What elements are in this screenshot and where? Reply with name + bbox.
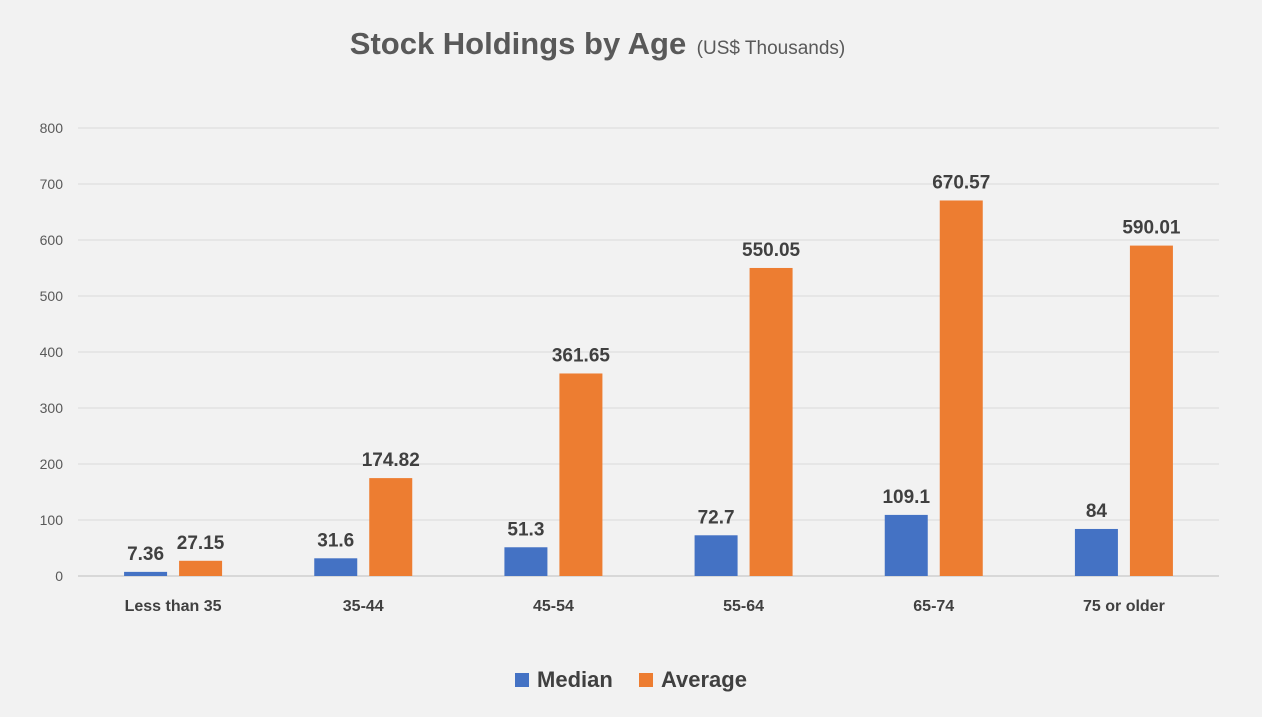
bar-average [559,373,603,576]
data-label-median: 51.3 [507,519,544,540]
legend-label-average: Average [660,667,747,692]
legend-item-median: Median [515,667,613,693]
data-label-average: 670.57 [932,172,990,193]
chart-title: Stock Holdings by Age (US$ Thousands) [0,26,1195,62]
y-tick-label: 500 [40,288,64,304]
y-tick-label: 300 [40,400,64,416]
data-label-median: 7.36 [127,544,164,565]
y-tick-label: 700 [40,176,64,192]
bar-median [694,535,738,576]
bar-median [884,514,928,576]
data-label-average: 590.01 [1122,218,1181,239]
bar-median [314,558,358,576]
y-tick-label: 800 [40,120,64,136]
legend-item-average: Average [638,667,747,693]
bar-median [1074,528,1118,576]
data-label-median: 72.7 [698,507,735,528]
data-label-median: 109.1 [882,487,930,508]
bar-average [369,478,413,576]
x-tick-label: 75 or older [1083,598,1165,615]
legend-swatch-median [515,673,530,687]
data-label-average: 174.82 [362,450,420,471]
legend-label-median: Median [537,667,613,692]
x-tick-label: Less than 35 [125,598,222,615]
data-label-average: 361.65 [552,345,611,366]
y-tick-label: 100 [40,512,64,528]
bar-median [504,547,548,576]
data-label-median: 84 [1086,501,1108,522]
x-tick-label: 45-54 [533,598,574,615]
x-tick-label: 55-64 [723,598,764,615]
bar-average [749,267,793,576]
x-tick-label: 65-74 [913,598,954,615]
legend-swatch-average [638,673,653,687]
chart-subtitle: (US$ Thousands) [696,38,846,59]
legend: Median Average [0,667,1262,693]
bar-median [124,571,168,576]
y-tick-label: 400 [40,344,64,360]
y-tick-label: 0 [55,568,63,584]
chart-title-text: Stock Holdings by Age [349,26,687,61]
bar-average [939,200,983,576]
y-tick-label: 200 [40,456,64,472]
bar-average [179,560,223,576]
x-tick-label: 35-44 [343,598,384,615]
data-label-average: 550.05 [742,240,801,261]
y-tick-label: 600 [40,232,64,248]
data-label-average: 27.15 [177,533,225,554]
data-label-median: 31.6 [317,530,354,551]
bar-average [1129,245,1173,576]
